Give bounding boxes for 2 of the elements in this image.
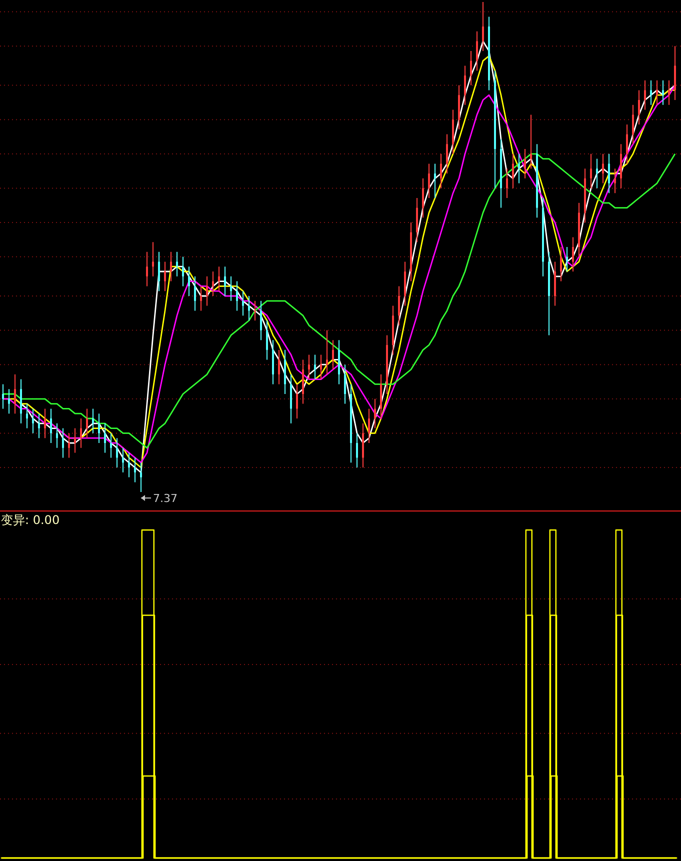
annotation: 7.37 xyxy=(153,492,178,505)
chart-title: 变异: 0.00 xyxy=(1,513,60,527)
